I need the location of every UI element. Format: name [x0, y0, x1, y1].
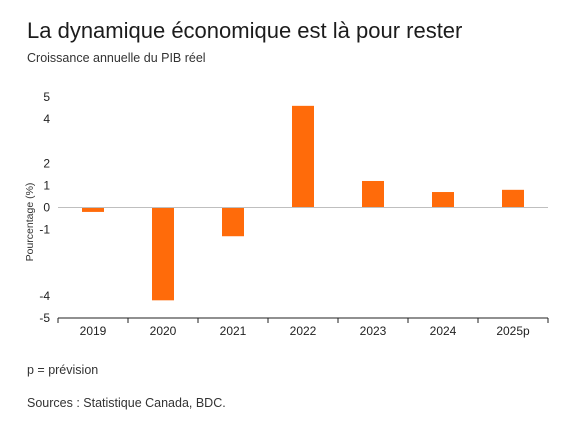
forecast-note: p = prévision — [27, 363, 99, 377]
chart-subtitle: Croissance annuelle du PIB réel — [27, 51, 206, 65]
bar-2023 — [362, 180, 384, 208]
x-ticks: 2019 2020 2021 2022 2023 2024 2025p — [57, 318, 549, 338]
x-tick-label: 2019 — [80, 324, 107, 338]
bar-2025p — [502, 189, 524, 208]
x-tick-label: 2020 — [150, 324, 177, 338]
x-tick-label: 2024 — [430, 324, 457, 338]
chart-title: La dynamique économique est là pour rest… — [27, 18, 463, 43]
x-tick-label: 2021 — [220, 324, 247, 338]
bar-2022 — [292, 105, 314, 208]
y-tick-label: 5 — [43, 90, 50, 104]
bar-2024 — [432, 192, 454, 208]
y-tick-label: -4 — [39, 289, 50, 303]
sources-note: Sources : Statistique Canada, BDC. — [27, 396, 226, 410]
y-tick-label: 4 — [43, 112, 50, 126]
y-tick-label: 0 — [43, 201, 50, 215]
y-ticks: 5 4 2 1 0 -1 -4 -5 — [39, 90, 50, 325]
bars — [82, 105, 524, 301]
y-tick-label: 2 — [43, 156, 50, 170]
x-tick-label: 2022 — [290, 324, 317, 338]
bar-2019 — [82, 207, 104, 212]
bar-2021 — [222, 207, 244, 237]
x-tick-label: 2023 — [360, 324, 387, 338]
y-tick-label: -5 — [39, 311, 50, 325]
y-tick-label: 1 — [43, 178, 50, 192]
y-tick-label: -1 — [39, 223, 50, 237]
x-tick-label: 2025p — [496, 324, 530, 338]
y-axis-label: Pourcentage (%) — [24, 183, 36, 262]
bar-2020 — [152, 207, 174, 301]
